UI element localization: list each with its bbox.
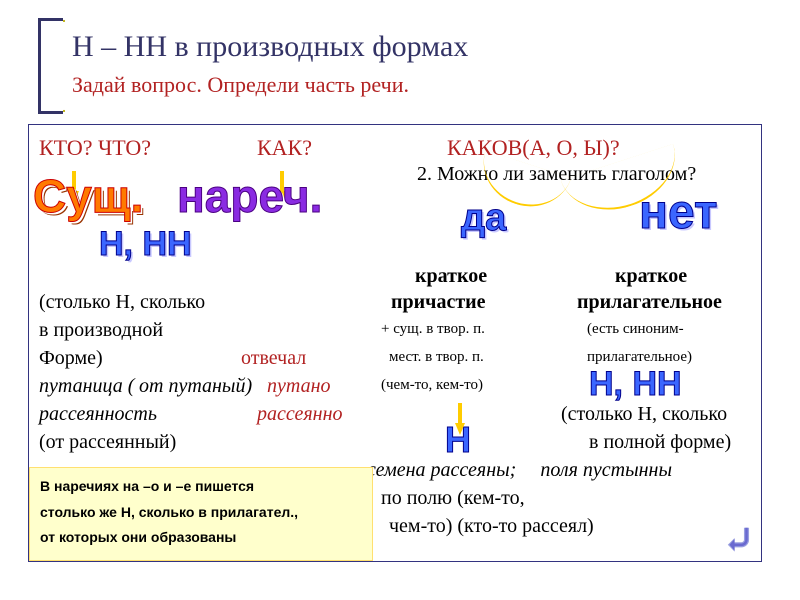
tip-box: В наречиях на –о и –е пишется столько же… xyxy=(29,467,373,561)
wordart-no: нет xyxy=(639,185,718,240)
right-p2: прилагательное) xyxy=(587,349,692,366)
content-frame: КТО? ЧТО? КАК? КАКОВ(А, О, Ы)? 2. Можно … xyxy=(28,124,762,562)
left-line-1: (столько Н, сколько xyxy=(39,291,205,314)
tip-line-3: от которых они образованы xyxy=(40,525,362,550)
right-header-1: краткое xyxy=(615,265,687,288)
bottom-1b: поля пустынны xyxy=(540,459,672,481)
wordart-noun: Сущ. xyxy=(33,169,143,223)
return-icon[interactable] xyxy=(721,521,755,555)
arrow-down-icon xyxy=(455,423,465,435)
bottom-3: чем-то) (кто-то рассеял) xyxy=(389,515,594,538)
tip-line-1: В наречиях на –о и –е пишется xyxy=(40,474,362,499)
mid-header-2: причастие xyxy=(391,291,486,314)
mid-header-1: краткое xyxy=(415,265,487,288)
slide-subtitle: Задай вопрос. Определи часть речи. xyxy=(72,72,409,98)
left-line-3: Форме) xyxy=(39,347,103,370)
left-line-2: в производной xyxy=(39,319,163,342)
title-bracket-decoration xyxy=(38,18,63,114)
left-line-4b: от путаный) xyxy=(139,375,252,398)
slide-title: Н – НН в производных формах xyxy=(72,30,468,64)
wordart-yes: да xyxy=(461,197,506,240)
wordart-n-nn-left: Н, НН xyxy=(99,225,192,264)
left-line-3b: отвечал xyxy=(241,347,306,370)
left-line-4a: путаница ( xyxy=(39,375,134,398)
bottom-2: по полю (кем-то, xyxy=(381,487,525,510)
question-how: КАК? xyxy=(257,135,312,161)
right-p3: (столько Н, сколько xyxy=(561,403,727,426)
question-who-what: КТО? ЧТО? xyxy=(39,135,151,161)
left-line-5b: рассеянно xyxy=(257,403,343,426)
left-line-4c: путано xyxy=(267,375,331,398)
right-p4: в полной форме) xyxy=(589,431,731,454)
left-line-6: (от рассеянный) xyxy=(39,431,176,454)
wordart-n-nn-right: Н, НН xyxy=(589,365,682,404)
wordart-adverb: нареч. xyxy=(177,169,322,223)
bottom-1a: семена рассеяны; xyxy=(367,459,516,481)
question-kakov: КАКОВ(А, О, Ы)? xyxy=(447,135,620,161)
right-p1: (есть синоним- xyxy=(587,321,684,338)
right-header-2: прилагательное xyxy=(577,291,722,314)
tip-line-2: столько же Н, сколько в прилагател., xyxy=(40,500,362,525)
mid-p1: + сущ. в твор. п. xyxy=(381,321,485,338)
mid-p2: мест. в твор. п. xyxy=(389,349,484,366)
left-line-5: рассеянность xyxy=(39,403,157,426)
mid-p3: (чем-то, кем-то) xyxy=(381,377,483,394)
